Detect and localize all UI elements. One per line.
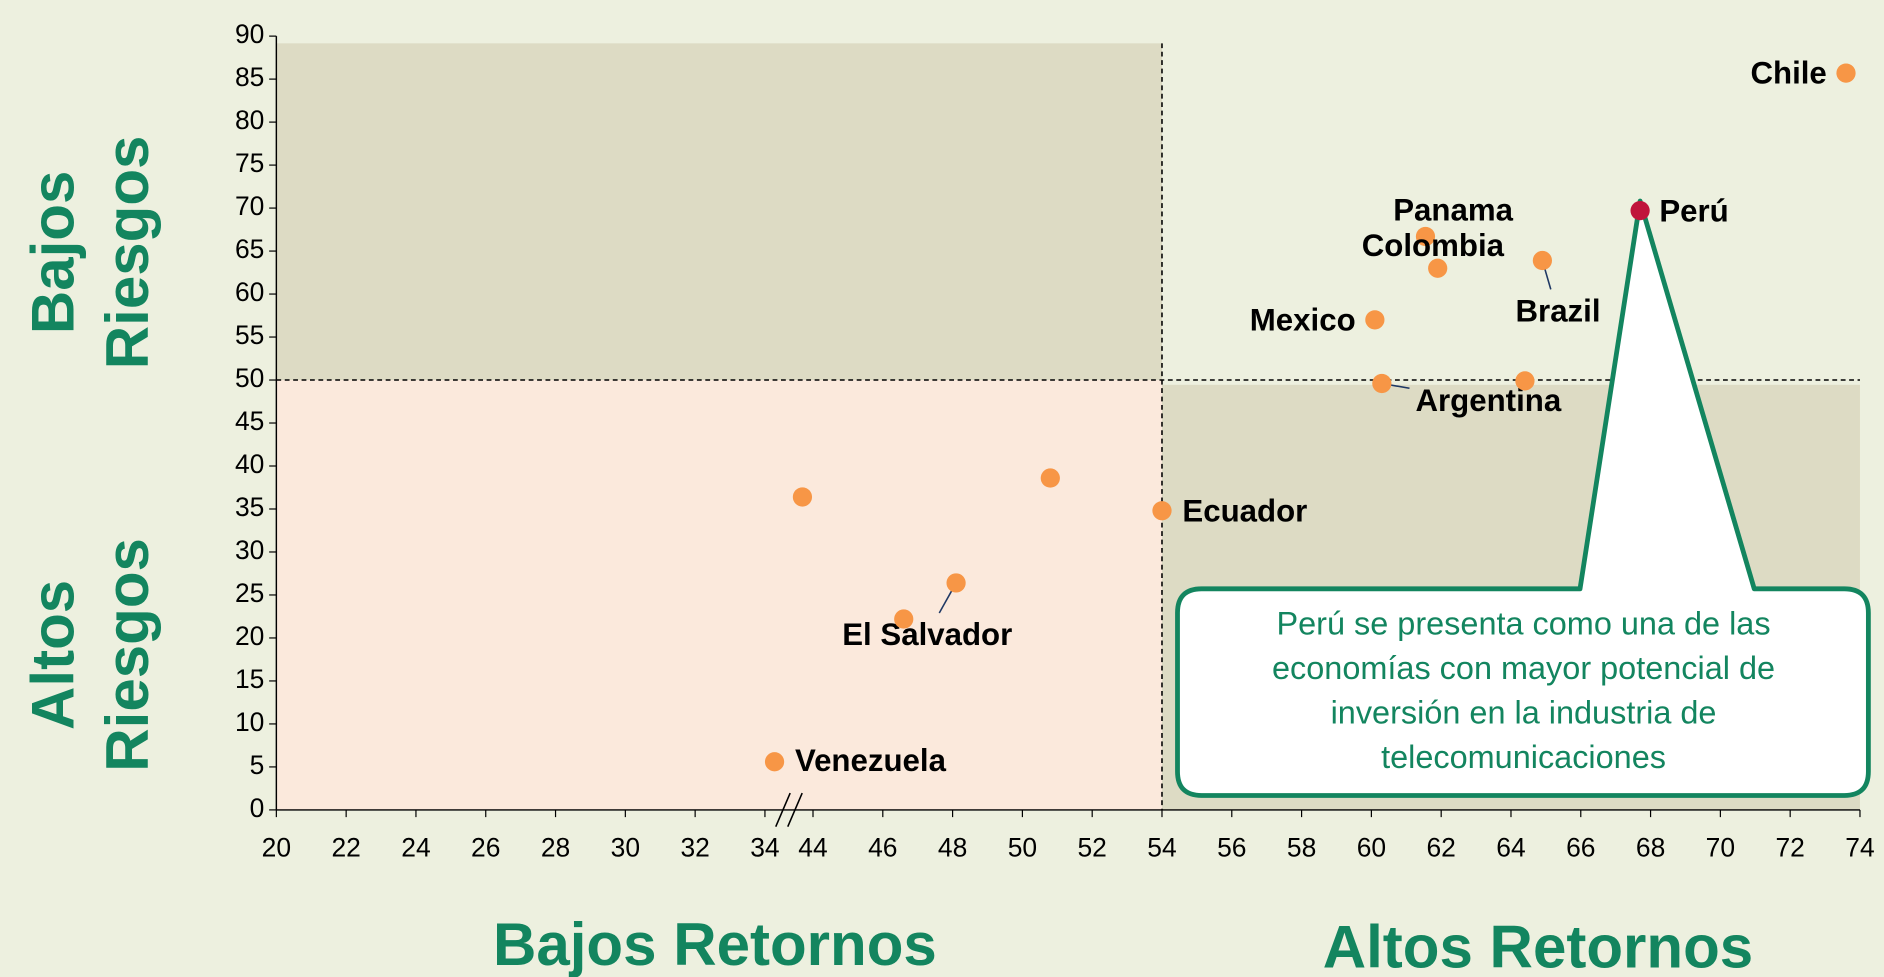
y-tick-label: 60 xyxy=(235,277,264,307)
point-label: Venezuela xyxy=(795,743,947,778)
point xyxy=(1365,310,1385,330)
point xyxy=(894,609,914,629)
x-tick-label: 28 xyxy=(541,833,570,863)
y-tick-label: 40 xyxy=(235,449,264,479)
point-label: El Salvador xyxy=(842,617,1012,652)
point xyxy=(1428,258,1448,278)
callout-text: telecomunicaciones xyxy=(1381,739,1666,775)
y-tick-label: 90 xyxy=(235,19,264,49)
point xyxy=(1372,373,1392,394)
y-tick-label: 10 xyxy=(235,707,264,737)
x-title: Altos Retornos xyxy=(1323,914,1753,977)
x-tick-label: 30 xyxy=(611,833,640,863)
x-tick-label: 50 xyxy=(1008,833,1037,863)
callout-text: inversión en la industria de xyxy=(1331,695,1717,731)
x-tick-label: 70 xyxy=(1706,833,1735,863)
y-tick-label: 35 xyxy=(235,492,264,522)
x-tick-label: 44 xyxy=(798,833,827,863)
x-tick-label: 24 xyxy=(401,833,430,863)
y-tick-label: 65 xyxy=(235,234,264,264)
point-label: Mexico xyxy=(1250,302,1356,337)
point xyxy=(1040,468,1060,488)
y-title: Altos xyxy=(20,580,87,730)
x-tick-label: 48 xyxy=(938,833,967,863)
x-tick-label: 66 xyxy=(1566,833,1595,863)
callout-text: Perú se presenta como una de las xyxy=(1277,606,1771,642)
callout-box xyxy=(1175,198,1871,798)
point-label: Ecuador xyxy=(1182,493,1307,528)
y-tick-label: 55 xyxy=(235,320,264,350)
x-tick-label: 52 xyxy=(1077,833,1106,863)
x-title: Bajos Retornos xyxy=(493,911,937,977)
x-tick-label: 46 xyxy=(868,833,897,863)
y-tick-label: 75 xyxy=(235,148,264,178)
x-tick-label: 32 xyxy=(680,833,709,863)
point-label: Brazil xyxy=(1516,294,1601,329)
point xyxy=(1836,63,1856,83)
point-label: Chile xyxy=(1750,56,1826,91)
x-tick-label: 20 xyxy=(262,833,291,863)
quadrant-low-return-low-risk xyxy=(276,43,1162,381)
y-tick-label: 80 xyxy=(235,105,264,135)
y-tick-label: 15 xyxy=(235,664,264,694)
y-tick-label: 5 xyxy=(250,750,265,780)
y-title: Riesgos xyxy=(94,136,161,370)
axis-break xyxy=(787,792,803,828)
x-tick-label: 26 xyxy=(471,833,500,863)
point-label: Colombia xyxy=(1362,228,1505,263)
point-label: Panama xyxy=(1393,193,1513,228)
y-tick-label: 30 xyxy=(235,535,264,565)
point xyxy=(1630,201,1650,221)
y-tick-label: 0 xyxy=(250,793,265,823)
x-tick-label: 56 xyxy=(1217,833,1246,863)
point-label: Argentina xyxy=(1415,383,1561,418)
y-tick-label: 85 xyxy=(235,62,264,92)
callout-text: economías con mayor potencial de xyxy=(1272,650,1775,686)
x-tick-label: 22 xyxy=(331,833,360,863)
point xyxy=(1152,501,1172,521)
point xyxy=(792,487,813,507)
x-tick-label: 60 xyxy=(1357,833,1386,863)
y-tick-label: 50 xyxy=(235,363,264,393)
point xyxy=(1415,226,1436,247)
axis-break xyxy=(775,792,791,828)
x-tick-label: 62 xyxy=(1426,833,1455,863)
x-tick-label: 34 xyxy=(750,833,779,863)
x-tick-label: 64 xyxy=(1496,833,1525,863)
y-title: Riesgos xyxy=(94,538,161,772)
point xyxy=(1515,371,1535,391)
y-title: Bajos xyxy=(20,171,87,335)
point xyxy=(1532,250,1553,271)
y-tick-label: 25 xyxy=(235,578,264,608)
quadrant-low-return-high-risk xyxy=(276,380,1162,810)
point-label: Perú xyxy=(1659,193,1728,228)
y-tick-label: 45 xyxy=(235,406,264,436)
x-tick-label: 68 xyxy=(1636,833,1665,863)
y-tick-label: 20 xyxy=(235,621,264,651)
x-tick-label: 58 xyxy=(1287,833,1316,863)
point xyxy=(764,752,785,772)
point xyxy=(946,573,966,593)
x-tick-label: 72 xyxy=(1775,833,1804,863)
y-tick-label: 70 xyxy=(235,191,264,221)
x-tick-label: 74 xyxy=(1845,833,1874,863)
x-tick-label: 54 xyxy=(1147,833,1176,863)
